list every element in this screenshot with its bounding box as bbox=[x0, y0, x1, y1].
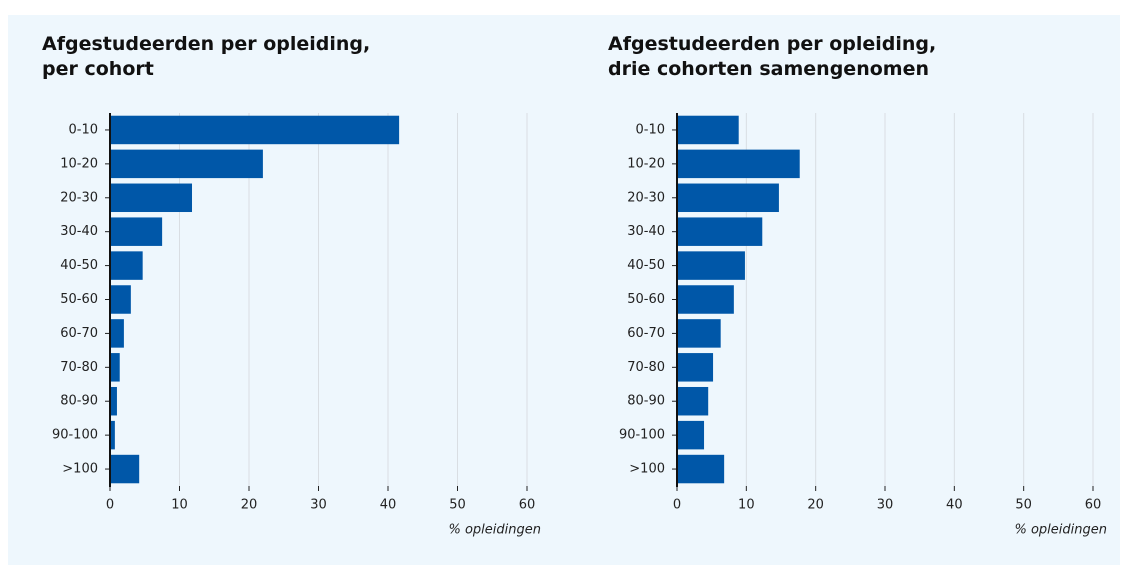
bar bbox=[110, 386, 117, 416]
bar bbox=[677, 454, 725, 484]
bar bbox=[677, 217, 763, 246]
bar bbox=[677, 251, 745, 280]
y-tick-label: 60-70 bbox=[627, 326, 665, 341]
x-tick-label: 20 bbox=[807, 498, 824, 513]
y-tick-label: 40-50 bbox=[60, 258, 98, 273]
y-tick-label: 50-60 bbox=[60, 292, 98, 307]
y-tick-label: 60-70 bbox=[60, 326, 98, 341]
bar bbox=[677, 115, 739, 145]
bar bbox=[677, 319, 721, 348]
x-axis-label: % opleidingen bbox=[1014, 523, 1107, 538]
panel bbox=[8, 15, 1120, 565]
x-tick-label: 30 bbox=[310, 498, 327, 513]
x-tick-label: 40 bbox=[380, 498, 397, 513]
y-tick-label: 20-30 bbox=[60, 190, 98, 205]
x-tick-label: 50 bbox=[1015, 498, 1032, 513]
bar bbox=[677, 285, 734, 314]
y-tick-label: 20-30 bbox=[627, 190, 665, 205]
bar bbox=[677, 183, 779, 213]
chart-title: Afgestudeerden per opleiding, bbox=[42, 33, 370, 55]
x-tick-label: 20 bbox=[241, 498, 258, 513]
y-tick-label: 40-50 bbox=[627, 258, 665, 273]
y-tick-label: 0-10 bbox=[68, 122, 98, 137]
y-tick-label: 70-80 bbox=[60, 360, 98, 375]
y-tick-label: 70-80 bbox=[627, 360, 665, 375]
x-tick-label: 10 bbox=[171, 498, 188, 513]
bar bbox=[110, 420, 115, 450]
bar bbox=[110, 183, 193, 213]
bar bbox=[110, 319, 124, 348]
bar bbox=[677, 386, 709, 416]
bar bbox=[110, 353, 120, 382]
y-tick-label: 10-20 bbox=[627, 156, 665, 171]
x-tick-label: 50 bbox=[449, 498, 466, 513]
y-tick-label: 90-100 bbox=[619, 428, 665, 443]
bar bbox=[677, 149, 800, 179]
x-tick-label: 0 bbox=[673, 498, 681, 513]
y-tick-label: 80-90 bbox=[60, 394, 98, 409]
y-tick-label: 0-10 bbox=[635, 122, 665, 137]
x-tick-label: 60 bbox=[519, 498, 536, 513]
y-tick-label: 30-40 bbox=[60, 224, 98, 239]
y-tick-label: >100 bbox=[62, 462, 98, 477]
bar bbox=[110, 149, 263, 179]
y-tick-label: 30-40 bbox=[627, 224, 665, 239]
x-tick-label: 0 bbox=[106, 498, 114, 513]
x-tick-label: 60 bbox=[1085, 498, 1102, 513]
bar bbox=[677, 420, 705, 450]
y-tick-label: 50-60 bbox=[627, 292, 665, 307]
chart-title: per cohort bbox=[42, 58, 154, 80]
bar bbox=[677, 353, 714, 382]
bar bbox=[110, 217, 163, 246]
y-tick-label: >100 bbox=[629, 462, 665, 477]
x-tick-label: 30 bbox=[877, 498, 894, 513]
bar bbox=[110, 285, 131, 314]
chart-title: Afgestudeerden per opleiding, bbox=[608, 33, 936, 55]
chart-title: drie cohorten samengenomen bbox=[608, 58, 929, 80]
x-tick-label: 40 bbox=[946, 498, 963, 513]
bar bbox=[110, 115, 400, 145]
bar bbox=[110, 454, 140, 484]
y-tick-label: 10-20 bbox=[60, 156, 98, 171]
y-tick-label: 90-100 bbox=[52, 428, 98, 443]
bar bbox=[110, 251, 143, 280]
x-tick-label: 10 bbox=[738, 498, 755, 513]
x-axis-label: % opleidingen bbox=[448, 523, 541, 538]
y-tick-label: 80-90 bbox=[627, 394, 665, 409]
